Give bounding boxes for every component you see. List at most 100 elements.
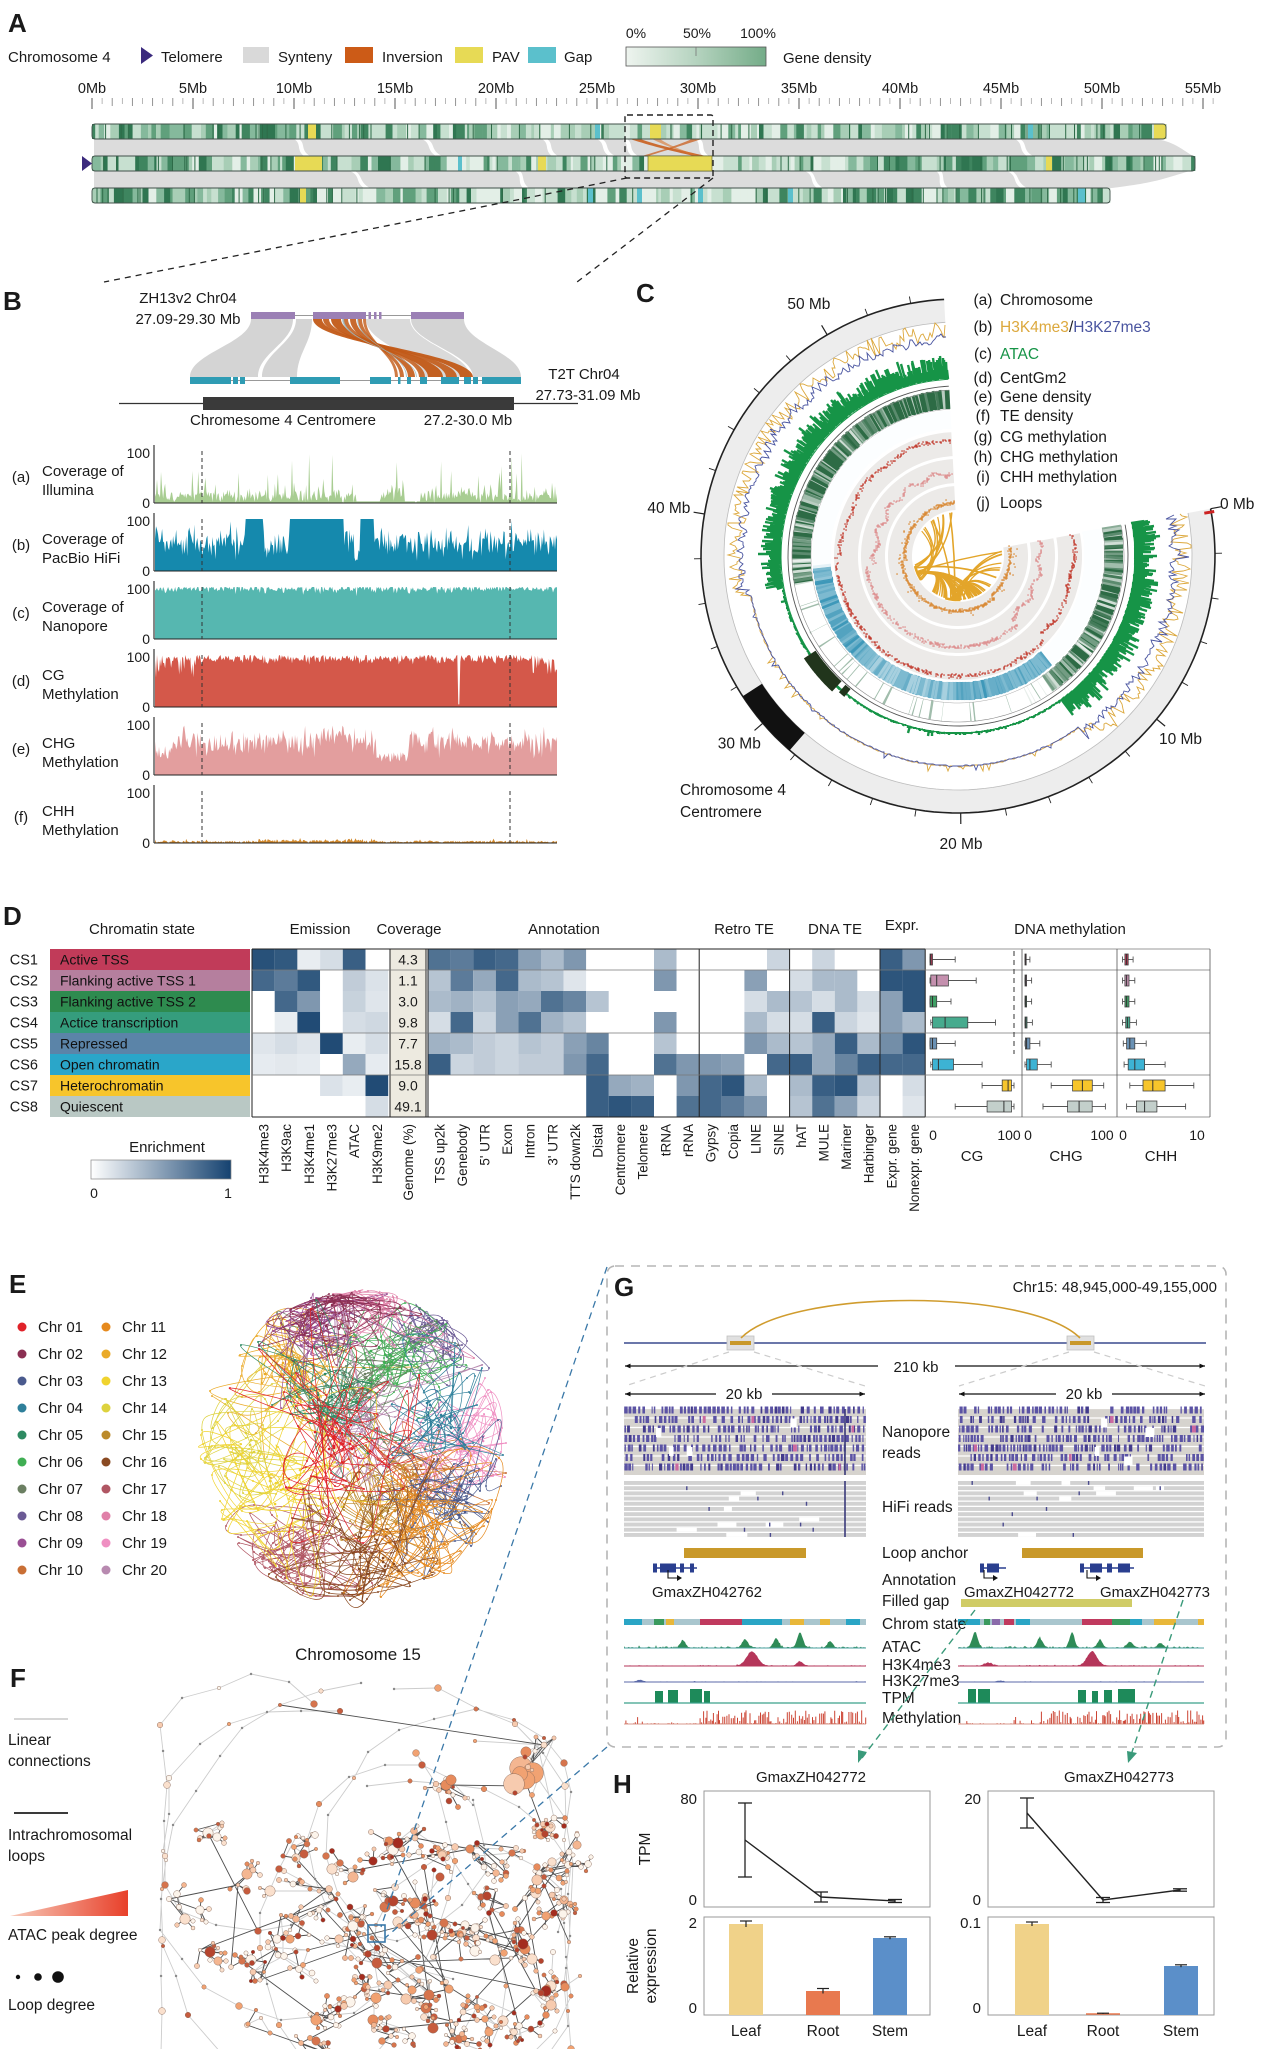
svg-text:H3K9ac: H3K9ac <box>279 1124 294 1172</box>
svg-text:Exon: Exon <box>500 1124 515 1155</box>
svg-text:Coverage of: Coverage of <box>42 531 125 548</box>
svg-text:Synteny: Synteny <box>278 49 333 66</box>
svg-text:Chr 10: Chr 10 <box>38 1562 83 1579</box>
svg-text:0: 0 <box>973 2000 981 2017</box>
svg-text:4.3: 4.3 <box>398 952 418 968</box>
svg-text:rRNA: rRNA <box>681 1124 696 1157</box>
svg-text:D: D <box>3 901 22 931</box>
svg-text:Leaf: Leaf <box>731 2023 762 2040</box>
svg-text:H3K4me3: H3K4me3 <box>256 1124 271 1184</box>
svg-text:Chr 08: Chr 08 <box>38 1508 83 1525</box>
svg-text:GmaxZH042773: GmaxZH042773 <box>1064 1769 1174 1786</box>
svg-text:Chromosome 4: Chromosome 4 <box>680 782 786 799</box>
svg-text:Emission: Emission <box>290 921 351 938</box>
svg-text:100%: 100% <box>740 25 776 41</box>
svg-text:9.0: 9.0 <box>398 1078 418 1094</box>
svg-text:Centromere: Centromere <box>613 1124 628 1195</box>
svg-text:Chr 19: Chr 19 <box>122 1535 167 1552</box>
svg-text:Loops: Loops <box>1000 495 1042 512</box>
svg-text:Intron: Intron <box>523 1124 538 1159</box>
svg-text:Coverage of: Coverage of <box>42 599 125 616</box>
svg-text:Chrom state: Chrom state <box>882 1616 966 1633</box>
svg-text:49.1: 49.1 <box>394 1099 421 1115</box>
svg-text:hAT: hAT <box>794 1124 809 1148</box>
svg-text:Methylation: Methylation <box>42 686 119 703</box>
svg-text:Chromesome 4 Centromere: Chromesome 4 Centromere <box>190 412 376 429</box>
svg-text:CHH methylation: CHH methylation <box>1000 469 1117 486</box>
svg-text:20: 20 <box>964 1791 981 1808</box>
svg-text:Chr 12: Chr 12 <box>122 1346 167 1363</box>
svg-text:Expr. gene: Expr. gene <box>884 1124 899 1189</box>
svg-text:15Mb: 15Mb <box>377 81 413 97</box>
svg-text:3' UTR: 3' UTR <box>545 1124 560 1166</box>
svg-text:Chromosome 15: Chromosome 15 <box>295 1645 421 1664</box>
svg-text:HiFi reads: HiFi reads <box>882 1499 953 1516</box>
svg-text:0: 0 <box>142 699 150 715</box>
svg-text:Chromosome: Chromosome <box>1000 292 1093 309</box>
svg-text:100: 100 <box>127 649 151 665</box>
svg-text:DNA TE: DNA TE <box>808 921 862 938</box>
svg-text:CS2: CS2 <box>10 974 38 990</box>
svg-text:100: 100 <box>127 581 151 597</box>
svg-text:Harbinger: Harbinger <box>862 1123 877 1183</box>
svg-text:H3K27me3: H3K27me3 <box>324 1124 339 1192</box>
svg-text:40 Mb: 40 Mb <box>647 500 690 517</box>
svg-text:Chr 14: Chr 14 <box>122 1400 167 1417</box>
svg-text:CS1: CS1 <box>10 953 38 969</box>
svg-text:ATAC peak degree: ATAC peak degree <box>8 1927 138 1944</box>
svg-text:(c): (c) <box>974 346 992 363</box>
svg-text:100: 100 <box>127 445 151 461</box>
svg-text:35Mb: 35Mb <box>781 81 817 97</box>
svg-text:Genebody: Genebody <box>455 1124 470 1187</box>
svg-text:GmaxZH042772: GmaxZH042772 <box>756 1769 866 1786</box>
svg-text:H3K4me3: H3K4me3 <box>882 1657 951 1674</box>
svg-text:Methylation: Methylation <box>882 1710 961 1727</box>
svg-text:TTS down2k: TTS down2k <box>568 1124 583 1200</box>
svg-text:Heterochromatin: Heterochromatin <box>60 1078 164 1094</box>
svg-text:0: 0 <box>142 631 150 647</box>
svg-text:50Mb: 50Mb <box>1084 81 1120 97</box>
svg-text:Distal: Distal <box>591 1124 606 1158</box>
svg-text:55Mb: 55Mb <box>1185 81 1221 97</box>
svg-text:reads: reads <box>882 1445 921 1462</box>
svg-text:5' UTR: 5' UTR <box>478 1124 493 1166</box>
svg-text:H3K4me3/H3K27me3: H3K4me3/H3K27me3 <box>1000 319 1151 336</box>
svg-text:PacBio HiFi: PacBio HiFi <box>42 550 120 567</box>
svg-text:TE density: TE density <box>1000 408 1073 425</box>
svg-text:TPM: TPM <box>637 1833 654 1866</box>
svg-text:50 Mb: 50 Mb <box>787 296 830 313</box>
svg-text:(f): (f) <box>14 809 28 826</box>
svg-text:B: B <box>3 286 22 316</box>
svg-text:CS8: CS8 <box>10 1100 38 1116</box>
svg-text:Copia: Copia <box>726 1124 741 1160</box>
svg-text:100: 100 <box>127 785 151 801</box>
svg-text:Leaf: Leaf <box>1017 2023 1048 2040</box>
svg-text:Nonexpr. gene: Nonexpr. gene <box>907 1124 922 1212</box>
svg-text:Repressed: Repressed <box>60 1036 128 1052</box>
svg-text:Root: Root <box>1087 2023 1120 2040</box>
svg-text:F: F <box>10 1663 26 1693</box>
svg-text:Annotation: Annotation <box>528 921 600 938</box>
svg-text:Chr 03: Chr 03 <box>38 1373 83 1390</box>
svg-text:C: C <box>636 278 655 308</box>
svg-text:Chr15: 48,945,000-49,155,000: Chr15: 48,945,000-49,155,000 <box>1013 1279 1217 1296</box>
svg-text:100: 100 <box>997 1127 1021 1143</box>
svg-text:10: 10 <box>1189 1127 1205 1143</box>
svg-text:Coverage: Coverage <box>376 921 441 938</box>
svg-text:CHG: CHG <box>42 735 75 752</box>
svg-text:GmaxZH042773: GmaxZH042773 <box>1100 1584 1210 1601</box>
svg-text:45Mb: 45Mb <box>983 81 1019 97</box>
svg-text:Chr 11: Chr 11 <box>122 1319 166 1336</box>
svg-text:CHH: CHH <box>1145 1148 1178 1165</box>
svg-text:E: E <box>9 1269 26 1299</box>
svg-text:(j): (j) <box>976 495 990 512</box>
svg-text:Annotation: Annotation <box>882 1572 956 1589</box>
svg-text:Nanopore: Nanopore <box>42 618 108 635</box>
svg-text:Stem: Stem <box>872 2023 908 2040</box>
svg-text:50%: 50% <box>683 25 711 41</box>
svg-text:Chr 13: Chr 13 <box>122 1373 167 1390</box>
svg-text:Chromosome 4: Chromosome 4 <box>8 49 111 66</box>
svg-text:20 Mb: 20 Mb <box>939 836 982 853</box>
svg-text:Centromere: Centromere <box>680 804 762 821</box>
svg-text:20 kb: 20 kb <box>726 1386 763 1403</box>
